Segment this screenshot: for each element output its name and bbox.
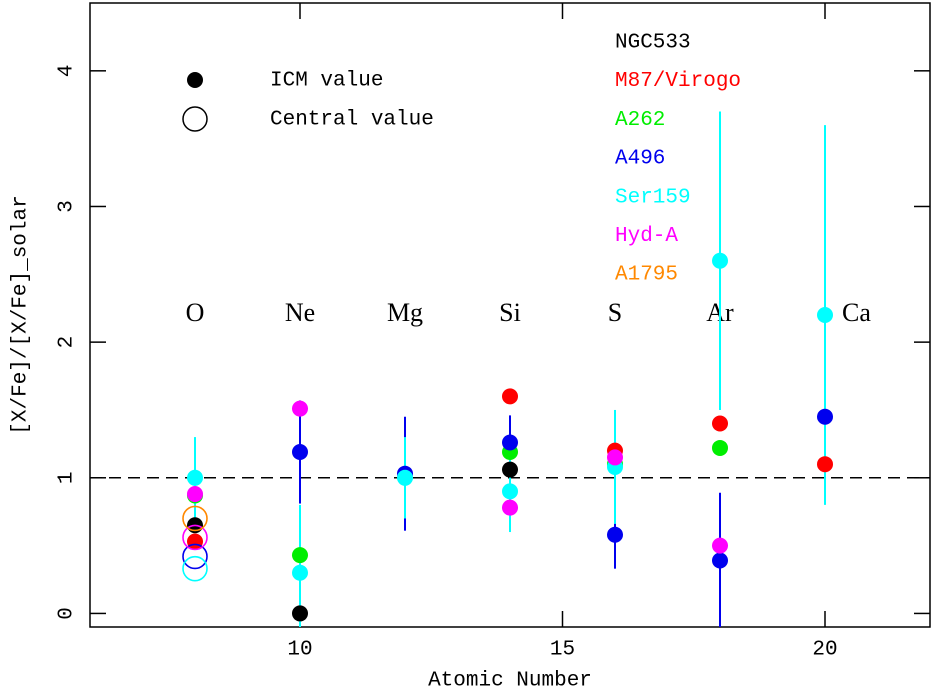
legend-marker — [182, 106, 208, 132]
marker — [292, 547, 308, 564]
marker — [502, 461, 518, 478]
legend-entry: Ser159 — [615, 186, 691, 209]
marker — [187, 533, 203, 550]
plot-frame — [89, 2, 931, 628]
y-tick-label: 4 — [56, 65, 79, 78]
marker — [712, 439, 728, 456]
open-marker — [182, 555, 208, 582]
marker — [817, 456, 833, 473]
open-marker — [182, 524, 208, 551]
marker — [712, 552, 728, 569]
element-label: Si — [499, 298, 521, 327]
legend-marker — [187, 72, 203, 88]
marker — [397, 469, 413, 486]
marker — [607, 526, 623, 543]
legend-entry: A262 — [615, 109, 665, 132]
legend-entry: Hyd-A — [615, 225, 678, 248]
marker — [502, 499, 518, 516]
marker — [817, 408, 833, 425]
legend-entry: A496 — [615, 148, 665, 171]
legend-entry: A1795 — [615, 264, 678, 287]
y-tick-label: 0 — [56, 607, 79, 620]
marker — [292, 564, 308, 581]
y-axis-label: [X/Fe]/[X/Fe]_solar — [10, 195, 33, 434]
marker — [292, 444, 308, 461]
element-label: Ne — [285, 298, 315, 327]
legend-entry: NGC533 — [615, 32, 691, 55]
x-axis-label: Atomic Number — [428, 670, 592, 692]
legend-label: ICM value — [270, 70, 383, 93]
y-tick-label: 2 — [56, 336, 79, 349]
marker — [502, 434, 518, 451]
marker — [292, 400, 308, 417]
element-label: Mg — [387, 298, 423, 327]
x-tick-label: 15 — [550, 639, 575, 662]
marker — [187, 486, 203, 503]
marker — [502, 388, 518, 405]
marker — [502, 483, 518, 500]
open-marker — [182, 543, 208, 570]
marker — [292, 605, 308, 622]
y-tick-label: 3 — [56, 200, 79, 213]
marker — [712, 252, 728, 269]
marker — [817, 307, 833, 323]
legend-label: Central value — [270, 109, 434, 132]
marker — [187, 469, 203, 486]
open-marker — [182, 505, 208, 532]
element-label: O — [186, 298, 205, 327]
x-tick-label: 10 — [287, 639, 312, 662]
marker — [712, 415, 728, 432]
y-tick-label: 1 — [56, 471, 79, 484]
legend-entry: M87/Virogo — [615, 70, 741, 93]
element-label: Ca — [842, 298, 871, 327]
element-label: S — [608, 298, 622, 327]
x-tick-label: 20 — [812, 639, 837, 662]
marker — [712, 537, 728, 554]
marker — [607, 449, 623, 466]
